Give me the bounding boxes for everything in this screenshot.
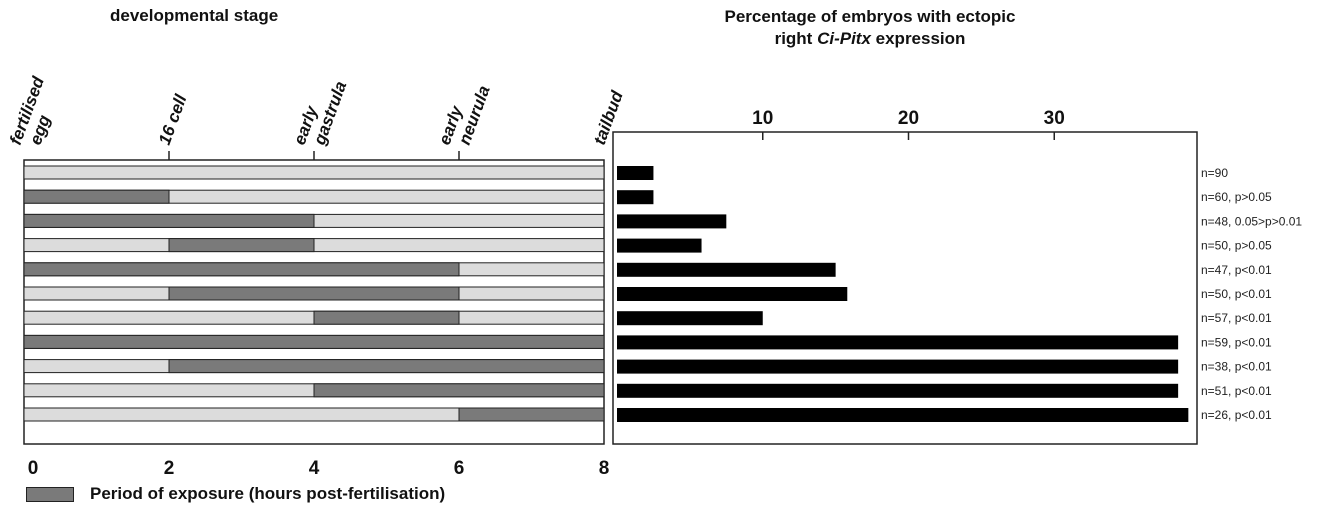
stage-label: tailbud — [590, 88, 627, 147]
percentage-bar — [617, 262, 836, 277]
percentage-bar — [617, 190, 654, 205]
x-tick-label: 8 — [599, 458, 610, 479]
timeline-row — [23, 165, 605, 180]
x-tick-label: 2 — [164, 458, 175, 479]
right-tick-label: 30 — [1044, 108, 1065, 129]
exposure-bar — [23, 213, 315, 228]
right-chart-title: Percentage of embryos with ectopic right… — [620, 6, 1120, 50]
row-annotation: n=57, p<0.01 — [1201, 311, 1272, 325]
legend-swatch-exposure — [26, 487, 74, 503]
row-annotation: n=51, p<0.01 — [1201, 384, 1272, 398]
legend: Period of exposure (hours post-fertilisa… — [26, 484, 445, 504]
right-title-line-2a: right — [774, 29, 818, 48]
row-annotation: n=60, p>0.05 — [1201, 190, 1272, 204]
left-chart-title: developmental stage — [110, 6, 279, 25]
x-tick-label: 6 — [454, 458, 465, 479]
percentage-bar — [617, 383, 1179, 398]
percentage-bar — [617, 214, 727, 229]
percentage-bar — [617, 311, 763, 326]
row-annotation: n=48, 0.05>p>0.01 — [1201, 214, 1302, 228]
row-annotation: n=26, p<0.01 — [1201, 408, 1272, 422]
percentage-bar — [617, 408, 1189, 422]
legend-label: Period of exposure (hours post-fertilisa… — [90, 484, 446, 503]
x-tick-label: 0 — [28, 458, 39, 479]
percentage-bar — [617, 166, 654, 180]
right-tick-label: 10 — [752, 108, 773, 129]
exposure-bar — [168, 359, 605, 374]
exposure-bar — [168, 238, 315, 253]
exposure-bar — [23, 334, 605, 349]
right-title-line-1: Percentage of embryos with ectopic — [724, 7, 1016, 26]
stage-label: 16 cell — [155, 91, 191, 148]
row-annotation: n=50, p>0.05 — [1201, 239, 1272, 253]
x-tick-label: 4 — [309, 458, 320, 479]
percentage-bar — [617, 238, 702, 253]
percentage-bar — [617, 335, 1179, 350]
right-title-line-2b: expression — [870, 29, 966, 48]
percentage-bar — [617, 359, 1179, 374]
right-tick-label: 20 — [898, 108, 919, 129]
exposure-bar — [23, 189, 170, 204]
percentage-bar — [617, 287, 848, 301]
row-annotation: n=38, p<0.01 — [1201, 360, 1272, 374]
right-plot-frame — [612, 131, 1198, 445]
exposure-bar — [458, 407, 605, 422]
exposure-bar — [23, 262, 460, 277]
row-annotation: n=59, p<0.01 — [1201, 335, 1272, 349]
row-annotation: n=50, p<0.01 — [1201, 287, 1272, 301]
row-annotation: n=90 — [1201, 166, 1228, 180]
row-annotation: n=47, p<0.01 — [1201, 263, 1272, 277]
exposure-bar — [313, 383, 605, 398]
right-title-gene: Ci-Pitx — [817, 29, 871, 48]
exposure-bar — [313, 310, 460, 325]
exposure-bar — [168, 286, 460, 301]
